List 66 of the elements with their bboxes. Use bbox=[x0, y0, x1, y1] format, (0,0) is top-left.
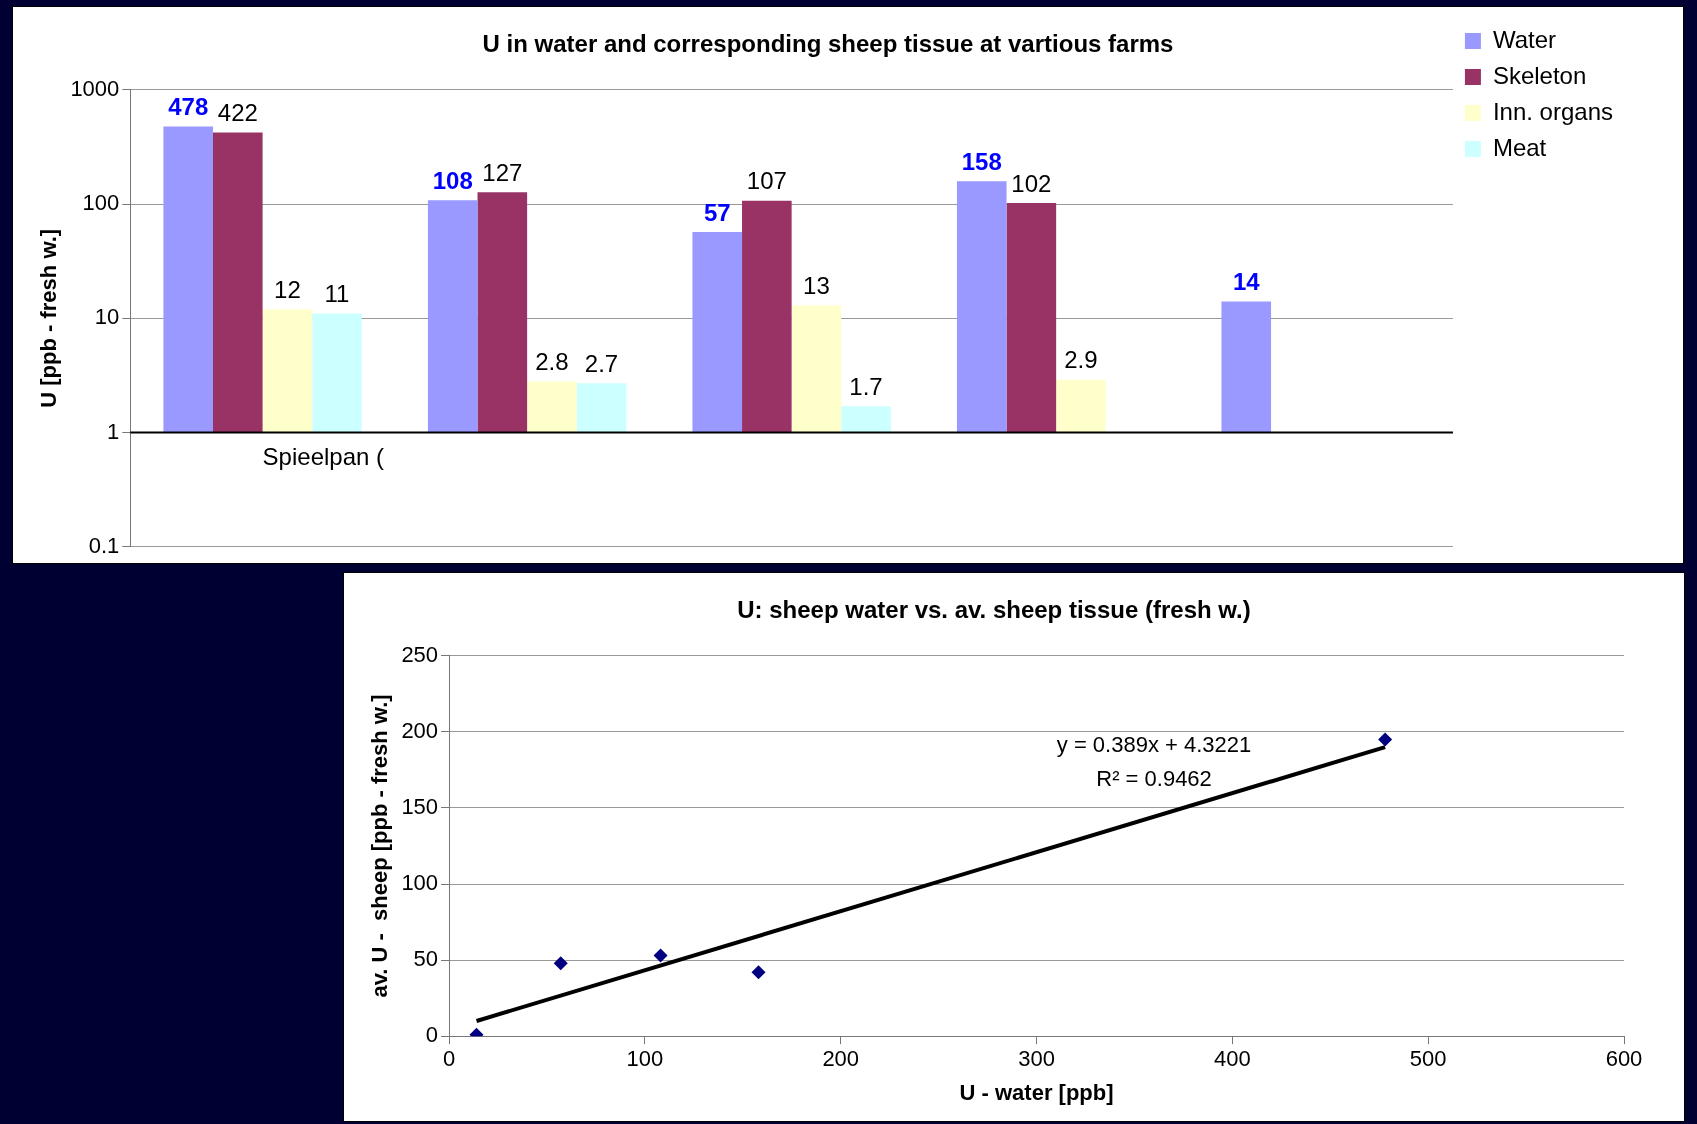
bar bbox=[262, 309, 313, 433]
x-tick-label: 100 bbox=[626, 1046, 664, 1072]
data-label: 158 bbox=[961, 147, 1002, 175]
bar bbox=[312, 313, 362, 433]
bar bbox=[841, 406, 891, 433]
bar bbox=[692, 231, 743, 433]
bar bbox=[576, 383, 627, 433]
point bbox=[553, 956, 568, 971]
data-label: 102 bbox=[1011, 169, 1052, 197]
point bbox=[751, 965, 766, 980]
x-tick-label: Spieelpan ( bbox=[262, 442, 385, 470]
bar bbox=[1006, 203, 1057, 433]
y-tick-label: 50 bbox=[413, 946, 439, 972]
y-tick-label: 0.1 bbox=[88, 532, 120, 558]
data-label: 108 bbox=[432, 166, 473, 194]
x-axis-title: U - water [ppb] bbox=[959, 1079, 1114, 1105]
data-label: 2.9 bbox=[1064, 346, 1098, 374]
bar bbox=[1221, 301, 1272, 433]
bar bbox=[527, 381, 577, 433]
data-label: 13 bbox=[803, 271, 830, 299]
bar bbox=[213, 132, 263, 433]
annotation: y = 0.389x + 4.3221 bbox=[1056, 731, 1252, 757]
y-tick-label: 250 bbox=[401, 641, 439, 667]
y-tick-label: 200 bbox=[401, 717, 439, 743]
data-label: 11 bbox=[324, 280, 350, 308]
y-axis-title: av. U - sheep [ppb - fresh w.] bbox=[367, 694, 393, 998]
x-tick-label: 200 bbox=[822, 1046, 860, 1072]
legend-label: Water bbox=[1492, 25, 1557, 53]
bar bbox=[427, 200, 478, 433]
data-label: 127 bbox=[482, 158, 523, 186]
data-label: 12 bbox=[274, 275, 301, 303]
data-label: 107 bbox=[746, 167, 787, 195]
x-tick-label: 500 bbox=[1409, 1046, 1447, 1072]
x-tick-label: 600 bbox=[1605, 1046, 1643, 1072]
data-label: 57 bbox=[703, 198, 731, 226]
data-label: 2.7 bbox=[584, 349, 619, 377]
annotation: R² = 0.9462 bbox=[1096, 765, 1212, 791]
y-axis-title: U [ppb - fresh w.] bbox=[36, 228, 62, 408]
y-tick-label: 150 bbox=[401, 794, 439, 820]
chart-title: U in water and corresponding sheep tissue at vartious farms bbox=[482, 30, 1174, 58]
bar bbox=[956, 181, 1007, 433]
bar bbox=[163, 126, 213, 433]
legend-label: Inn. organs bbox=[1492, 97, 1614, 125]
data-label: 478 bbox=[168, 93, 209, 121]
bar bbox=[742, 200, 792, 433]
x-tick-label: 0 bbox=[442, 1046, 456, 1072]
point bbox=[653, 948, 668, 963]
y-tick-label: 100 bbox=[82, 190, 120, 216]
y-tick-label: 0 bbox=[425, 1022, 439, 1048]
y-tick-label: 1 bbox=[107, 418, 120, 444]
y-tick-label: 10 bbox=[94, 304, 120, 330]
data-label: 2.8 bbox=[535, 348, 569, 376]
bar bbox=[477, 192, 528, 433]
y-tick-label: 1000 bbox=[70, 75, 120, 101]
legend-label: Meat bbox=[1492, 133, 1547, 161]
chart-title: U: sheep water vs. av. sheep tissue (fresh w.) bbox=[737, 596, 1251, 624]
y-tick-label: 100 bbox=[401, 870, 439, 896]
data-label: 422 bbox=[217, 99, 258, 127]
legend-label: Skeleton bbox=[1492, 61, 1587, 89]
x-tick-label: 400 bbox=[1214, 1046, 1251, 1072]
bar bbox=[791, 305, 842, 433]
data-label: 14 bbox=[1232, 268, 1261, 296]
bar bbox=[1056, 379, 1106, 433]
data-label: 1.7 bbox=[849, 372, 883, 400]
point bbox=[1378, 732, 1393, 747]
x-tick-label: 300 bbox=[1018, 1046, 1055, 1072]
